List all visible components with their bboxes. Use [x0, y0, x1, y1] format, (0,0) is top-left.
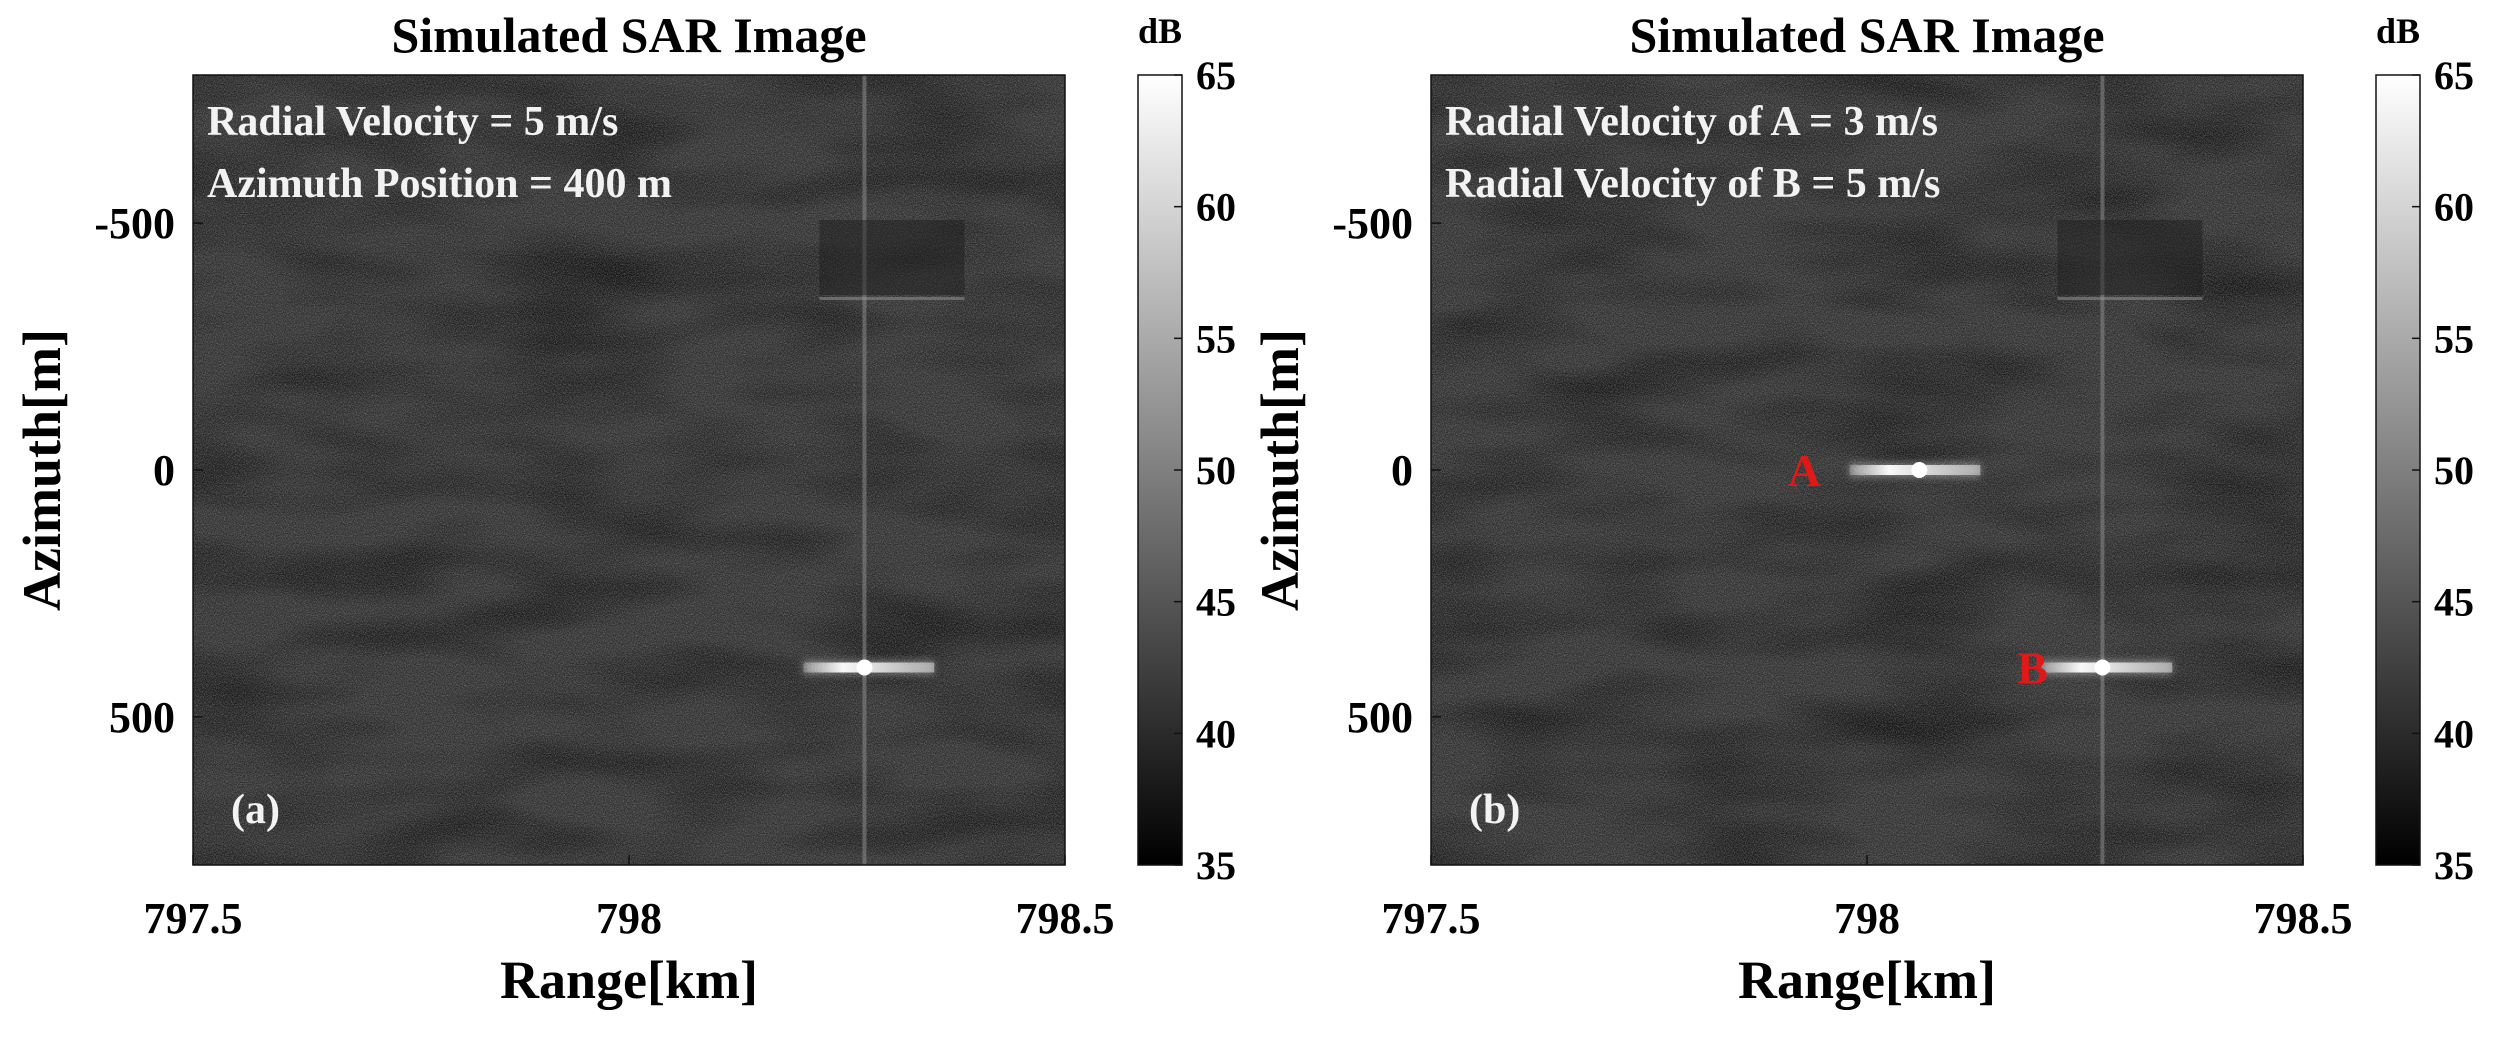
- y-tick-label: -500: [94, 199, 175, 248]
- target-label-a: A: [1788, 445, 1821, 496]
- x-tick-label: 797.5: [1382, 894, 1481, 943]
- x-tick-label: 798.5: [2254, 894, 2353, 943]
- target-point: [1911, 462, 1928, 478]
- colorbar-unit: dB: [2376, 11, 2420, 51]
- annotation-line-1: Radial Velocity of A = 3 m/s: [1445, 99, 1938, 145]
- ghost-region: [2057, 220, 2203, 295]
- annotation-line-2: Radial Velocity of B = 5 m/s: [1445, 161, 1940, 207]
- chart-title: Simulated SAR Image: [391, 7, 866, 63]
- colorbar-tick-label: 40: [2434, 711, 2474, 756]
- y-tick-label: 500: [109, 693, 175, 742]
- chart-title: Simulated SAR Image: [1629, 7, 2104, 63]
- colorbar-tick-label: 50: [1196, 448, 1236, 493]
- ghost-region: [819, 220, 965, 295]
- x-tick-label: 798: [596, 894, 662, 943]
- target-point: [856, 659, 873, 676]
- colorbar-tick-label: 65: [1196, 53, 1236, 98]
- panel-a: Simulated SAR Image Radial Velocity = 5 m…: [12, 7, 1236, 1010]
- colorbar-tick-label: 60: [2434, 185, 2474, 230]
- annotation-line-1: Radial Velocity = 5 m/s: [207, 99, 618, 145]
- colorbar-tick-label: 65: [2434, 53, 2474, 98]
- azimuth-sidelobe-line: [862, 75, 867, 865]
- colorbar-tick-label: 45: [2434, 580, 2474, 625]
- azimuth-sidelobe-line: [2100, 75, 2105, 865]
- annotation-line-2: Azimuth Position = 400 m: [207, 161, 672, 207]
- colorbar-tick-label: 60: [1196, 185, 1236, 230]
- target-point: [2094, 659, 2111, 676]
- y-tick-label: -500: [1332, 199, 1413, 248]
- colorbar-tick-label: 45: [1196, 580, 1236, 625]
- colorbar-unit: dB: [1138, 11, 1182, 51]
- panel-b: Simulated SAR Image A B Radial Velocity of …: [1250, 7, 2474, 1010]
- ghost-line: [2057, 297, 2203, 300]
- y-tick-label: 0: [1391, 446, 1413, 495]
- colorbar-tick-label: 50: [2434, 448, 2474, 493]
- panel-tag: (b): [1469, 787, 1520, 833]
- x-tick-label: 798.5: [1016, 894, 1115, 943]
- y-axis-label: Azimuth[m]: [1250, 329, 1310, 611]
- colorbar-tick-label: 40: [1196, 711, 1236, 756]
- y-tick-label: 500: [1347, 693, 1413, 742]
- y-tick-label: 0: [153, 446, 175, 495]
- target-label-b: B: [2017, 643, 2048, 694]
- x-tick-label: 797.5: [144, 894, 243, 943]
- sar-image-speckle: [193, 75, 1065, 865]
- colorbar-tick-label: 55: [1196, 316, 1236, 361]
- colorbar-tick-label: 35: [2434, 843, 2474, 888]
- x-axis-label: Range[km]: [1738, 950, 1996, 1010]
- x-axis-label: Range[km]: [500, 950, 758, 1010]
- panel-tag: (a): [231, 787, 280, 833]
- y-axis-label: Azimuth[m]: [12, 329, 72, 611]
- colorbar-tick-label: 35: [1196, 843, 1236, 888]
- x-tick-label: 798: [1834, 894, 1900, 943]
- ghost-line: [819, 297, 965, 300]
- colorbar-tick-label: 55: [2434, 316, 2474, 361]
